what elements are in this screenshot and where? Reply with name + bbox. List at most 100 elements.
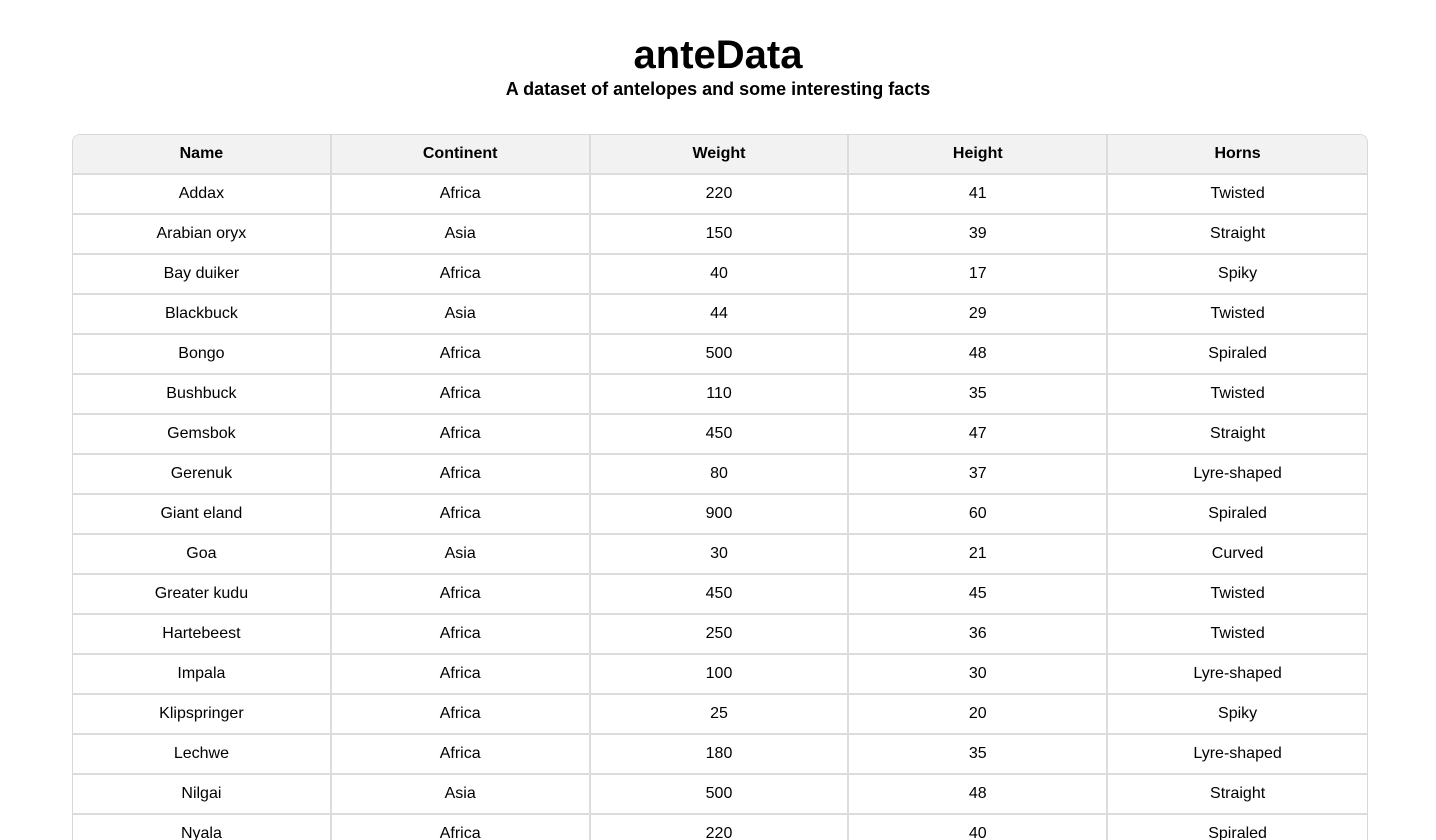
cell-continent: Africa bbox=[331, 575, 591, 615]
cell-continent: Asia bbox=[331, 215, 591, 255]
cell-horns: Straight bbox=[1108, 775, 1367, 815]
table-row: Bay duiker Africa 40 17 Spiky bbox=[73, 255, 1367, 295]
cell-name: Giant eland bbox=[73, 495, 332, 535]
cell-height: 35 bbox=[849, 375, 1109, 415]
cell-height: 20 bbox=[849, 695, 1109, 735]
table-row: Lechwe Africa 180 35 Lyre-shaped bbox=[73, 735, 1367, 775]
cell-weight: 220 bbox=[591, 815, 850, 840]
cell-horns: Lyre-shaped bbox=[1108, 455, 1367, 495]
cell-weight: 44 bbox=[590, 295, 850, 335]
table-row: Nilgai Asia 500 48 Straight bbox=[73, 775, 1367, 815]
cell-horns: Spiraled bbox=[1108, 495, 1367, 535]
cell-name: Bay duiker bbox=[73, 255, 332, 295]
cell-name: Gemsbok bbox=[73, 415, 332, 455]
table-header-row: Name Continent Weight Height Horns bbox=[73, 135, 1367, 175]
cell-horns: Straight bbox=[1108, 215, 1367, 255]
cell-weight: 250 bbox=[590, 615, 850, 655]
cell-height: 60 bbox=[849, 495, 1109, 535]
cell-weight: 110 bbox=[590, 375, 850, 415]
cell-name: Arabian oryx bbox=[73, 215, 332, 255]
cell-continent: Africa bbox=[331, 495, 591, 535]
column-header-continent: Continent bbox=[331, 135, 591, 175]
cell-horns: Twisted bbox=[1108, 615, 1367, 655]
cell-horns: Twisted bbox=[1108, 375, 1367, 415]
cell-name: Nyala bbox=[73, 815, 332, 840]
antelope-table: Name Continent Weight Height Horns Addax… bbox=[72, 134, 1368, 840]
cell-height: 21 bbox=[849, 535, 1109, 575]
cell-name: Klipspringer bbox=[73, 695, 332, 735]
cell-name: Addax bbox=[73, 175, 332, 215]
cell-height: 29 bbox=[849, 295, 1109, 335]
table-row: Giant eland Africa 900 60 Spiraled bbox=[73, 495, 1367, 535]
cell-name: Impala bbox=[73, 655, 332, 695]
cell-continent: Africa bbox=[331, 455, 591, 495]
cell-height: 40 bbox=[849, 815, 1109, 840]
cell-continent: Africa bbox=[331, 695, 591, 735]
table-row: Bushbuck Africa 110 35 Twisted bbox=[73, 375, 1367, 415]
table-row: Bongo Africa 500 48 Spiraled bbox=[73, 335, 1367, 375]
cell-weight: 80 bbox=[590, 455, 850, 495]
cell-height: 37 bbox=[849, 455, 1109, 495]
table-row: Klipspringer Africa 25 20 Spiky bbox=[73, 695, 1367, 735]
cell-horns: Spiraled bbox=[1108, 815, 1367, 840]
cell-weight: 900 bbox=[590, 495, 850, 535]
cell-name: Blackbuck bbox=[73, 295, 332, 335]
cell-continent: Africa bbox=[332, 815, 591, 840]
cell-weight: 180 bbox=[590, 735, 850, 775]
table-row: Arabian oryx Asia 150 39 Straight bbox=[73, 215, 1367, 255]
cell-height: 36 bbox=[849, 615, 1109, 655]
cell-weight: 150 bbox=[590, 215, 850, 255]
cell-horns: Twisted bbox=[1108, 175, 1367, 215]
cell-horns: Curved bbox=[1108, 535, 1367, 575]
cell-height: 35 bbox=[849, 735, 1109, 775]
table-body: Addax Africa 220 41 Twisted Arabian oryx Asia 1… bbox=[73, 175, 1367, 840]
cell-name: Bushbuck bbox=[73, 375, 332, 415]
cell-weight: 220 bbox=[590, 175, 850, 215]
cell-continent: Africa bbox=[331, 655, 591, 695]
column-header-horns: Horns bbox=[1108, 135, 1367, 175]
cell-horns: Twisted bbox=[1108, 295, 1367, 335]
table-row: Greater kudu Africa 450 45 Twisted bbox=[73, 575, 1367, 615]
cell-horns: Twisted bbox=[1108, 575, 1367, 615]
table-row: Addax Africa 220 41 Twisted bbox=[73, 175, 1367, 215]
cell-name: Bongo bbox=[73, 335, 332, 375]
cell-name: Gerenuk bbox=[73, 455, 332, 495]
cell-height: 45 bbox=[849, 575, 1109, 615]
cell-horns: Spiky bbox=[1108, 255, 1367, 295]
cell-horns: Lyre-shaped bbox=[1108, 655, 1367, 695]
cell-weight: 500 bbox=[590, 335, 850, 375]
cell-weight: 100 bbox=[590, 655, 850, 695]
column-header-height: Height bbox=[849, 135, 1109, 175]
cell-height: 47 bbox=[849, 415, 1109, 455]
cell-weight: 25 bbox=[590, 695, 850, 735]
table-row: Nyala Africa 220 40 Spiraled bbox=[73, 815, 1367, 840]
cell-continent: Africa bbox=[331, 615, 591, 655]
page-subtitle: A dataset of antelopes and some interest… bbox=[505, 79, 931, 99]
cell-continent: Africa bbox=[331, 415, 591, 455]
cell-horns: Spiky bbox=[1108, 695, 1367, 735]
antelope-table-container: Name Continent Weight Height Horns Addax… bbox=[72, 134, 1368, 840]
cell-height: 17 bbox=[849, 255, 1109, 295]
table-row: Gerenuk Africa 80 37 Lyre-shaped bbox=[73, 455, 1367, 495]
page-title: anteData bbox=[633, 33, 803, 77]
cell-height: 30 bbox=[849, 655, 1109, 695]
cell-height: 39 bbox=[849, 215, 1109, 255]
cell-continent: Africa bbox=[331, 255, 591, 295]
cell-continent: Africa bbox=[331, 375, 591, 415]
column-header-weight: Weight bbox=[590, 135, 850, 175]
cell-height: 48 bbox=[849, 335, 1109, 375]
cell-continent: Africa bbox=[331, 175, 591, 215]
cell-continent: Asia bbox=[331, 295, 591, 335]
cell-weight: 40 bbox=[590, 255, 850, 295]
table-row: Blackbuck Asia 44 29 Twisted bbox=[73, 295, 1367, 335]
cell-name: Lechwe bbox=[73, 735, 332, 775]
cell-horns: Lyre-shaped bbox=[1108, 735, 1367, 775]
cell-height: 48 bbox=[849, 775, 1109, 815]
cell-name: Nilgai bbox=[73, 775, 332, 815]
cell-name: Goa bbox=[73, 535, 332, 575]
cell-continent: Asia bbox=[331, 775, 591, 815]
table-row: Goa Asia 30 21 Curved bbox=[73, 535, 1367, 575]
cell-continent: Africa bbox=[331, 735, 591, 775]
cell-name: Greater kudu bbox=[73, 575, 332, 615]
table-row: Impala Africa 100 30 Lyre-shaped bbox=[73, 655, 1367, 695]
